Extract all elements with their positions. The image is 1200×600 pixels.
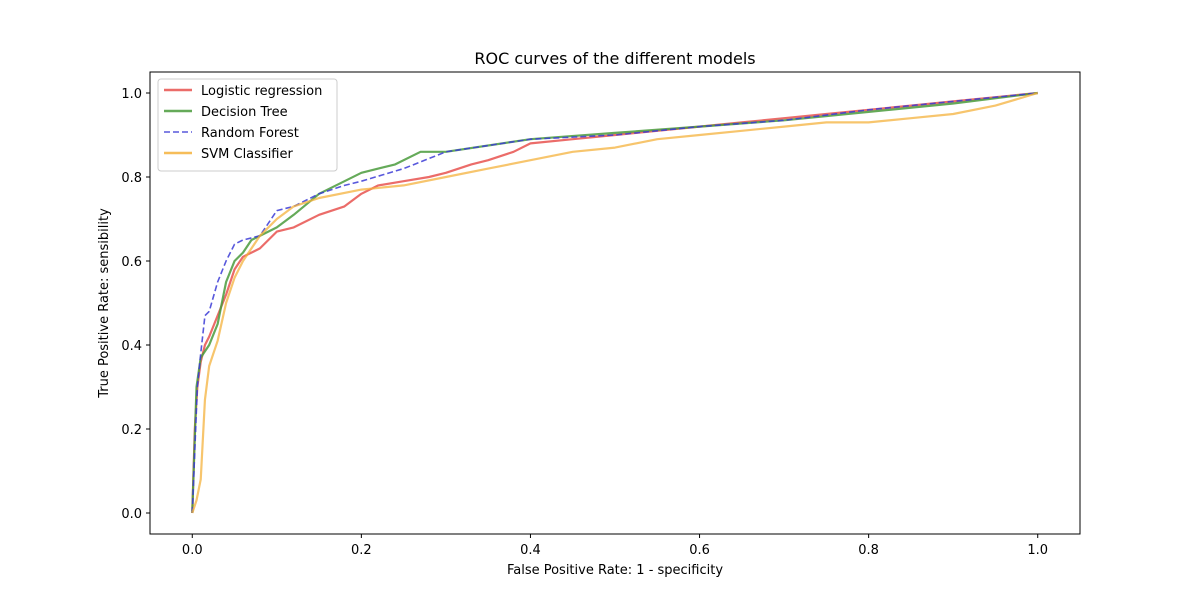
x-tick-label: 0.4 — [520, 543, 541, 558]
y-axis-ticks: 0.0 0.2 0.4 0.6 0.8 1.0 — [121, 87, 150, 522]
y-axis-label: True Positive Rate: sensibility — [97, 208, 112, 399]
x-tick-label: 0.8 — [858, 543, 879, 558]
legend: Logistic regression Decision Tree Random F… — [157, 78, 338, 172]
series-line-svm-classifier — [191, 91, 1039, 514]
legend-label: Random Forest — [201, 126, 299, 141]
x-tick-label: 0.6 — [689, 543, 710, 558]
x-tick-label: 0.2 — [351, 543, 372, 558]
x-axis-label: False Positive Rate: 1 - specificity — [507, 563, 723, 578]
x-axis-ticks: 0.0 0.2 0.4 0.6 0.8 1.0 — [182, 534, 1048, 558]
plot-lines — [191, 91, 1039, 514]
x-tick-label: 1.0 — [1027, 543, 1048, 558]
series-line-decision-tree — [191, 91, 1038, 514]
y-tick-label: 0.0 — [121, 507, 142, 522]
legend-label: SVM Classifier — [201, 147, 293, 162]
series-line-random-forest — [191, 92, 1038, 514]
plot-frame — [149, 71, 1081, 535]
y-tick-label: 0.8 — [121, 171, 142, 186]
series-line-logistic-regression — [191, 91, 1038, 514]
chart-title: ROC curves of the different models — [474, 49, 755, 68]
y-tick-label: 1.0 — [121, 87, 142, 102]
legend-label: Decision Tree — [201, 105, 288, 120]
x-tick-label: 0.0 — [182, 543, 203, 558]
y-tick-label: 0.2 — [121, 423, 142, 438]
y-tick-label: 0.4 — [121, 339, 142, 354]
legend-box — [157, 78, 338, 172]
legend-label: Logistic regression — [201, 84, 322, 99]
y-tick-label: 0.6 — [121, 255, 142, 270]
